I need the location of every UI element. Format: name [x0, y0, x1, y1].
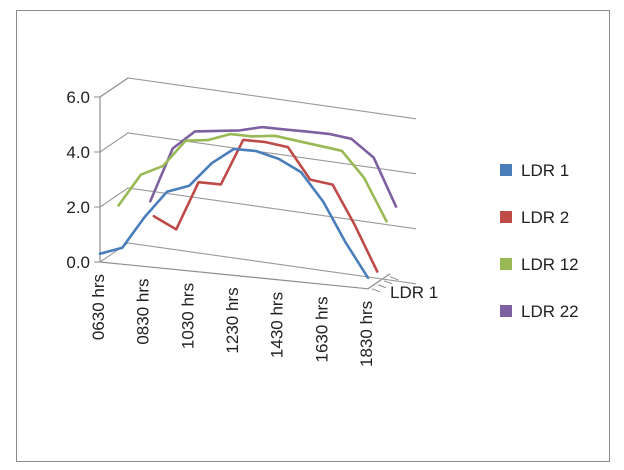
depth-tick-mark — [383, 280, 393, 285]
x-tick-label: 1630 hrs — [312, 296, 331, 362]
series-line-ldr-1 — [98, 147, 370, 280]
legend-label: LDR 1 — [521, 161, 569, 180]
depth-axis: LDR 1 — [371, 276, 438, 302]
x-tick-label: 1230 hrs — [223, 287, 242, 353]
x-tick-label: 1430 hrs — [268, 292, 287, 358]
chart-frame — [16, 10, 610, 462]
x-tick-label: 1830 hrs — [357, 301, 376, 367]
legend-swatch — [500, 211, 512, 223]
legend-swatch — [500, 164, 512, 176]
series-line-ldr-12 — [117, 132, 388, 223]
gridline — [99, 242, 417, 285]
legend-swatch — [500, 258, 512, 270]
side-wall-edge — [99, 77, 129, 262]
y-axis-ticks: 0.0 2.0 4.0 6.0 — [66, 88, 100, 272]
series-line-ldr-22 — [149, 125, 398, 208]
x-tick-label: 1030 hrs — [178, 283, 197, 349]
x-axis-ticks: 0630 hrs 0830 hrs 1030 hrs 1230 hrs 1430 hrs… — [89, 274, 376, 367]
gridline — [99, 187, 417, 230]
x-tick-label: 0630 hrs — [89, 274, 108, 340]
chart-walls — [99, 77, 391, 290]
series-lines — [98, 125, 398, 280]
gridline — [99, 132, 417, 175]
depth-tick-mark — [389, 276, 399, 281]
y-tick-label: 4.0 — [66, 143, 90, 162]
legend-label: LDR 12 — [521, 255, 579, 274]
depth-axis-label: LDR 1 — [390, 283, 438, 302]
legend-label: LDR 22 — [521, 302, 579, 321]
x-tick-label: 0830 hrs — [134, 279, 153, 345]
y-tick-label: 6.0 — [66, 88, 90, 107]
y-tick-label: 0.0 — [66, 253, 90, 272]
gridlines — [99, 77, 417, 285]
legend-swatch — [500, 305, 512, 317]
legend: LDR 1 LDR 2 LDR 12 LDR 22 — [500, 161, 579, 321]
gridline — [99, 77, 417, 120]
y-tick-label: 2.0 — [66, 198, 90, 217]
series-line-ldr-2 — [152, 138, 379, 273]
depth-tick-mark — [371, 288, 381, 293]
legend-label: LDR 2 — [521, 208, 569, 227]
depth-tick-mark — [377, 284, 387, 289]
